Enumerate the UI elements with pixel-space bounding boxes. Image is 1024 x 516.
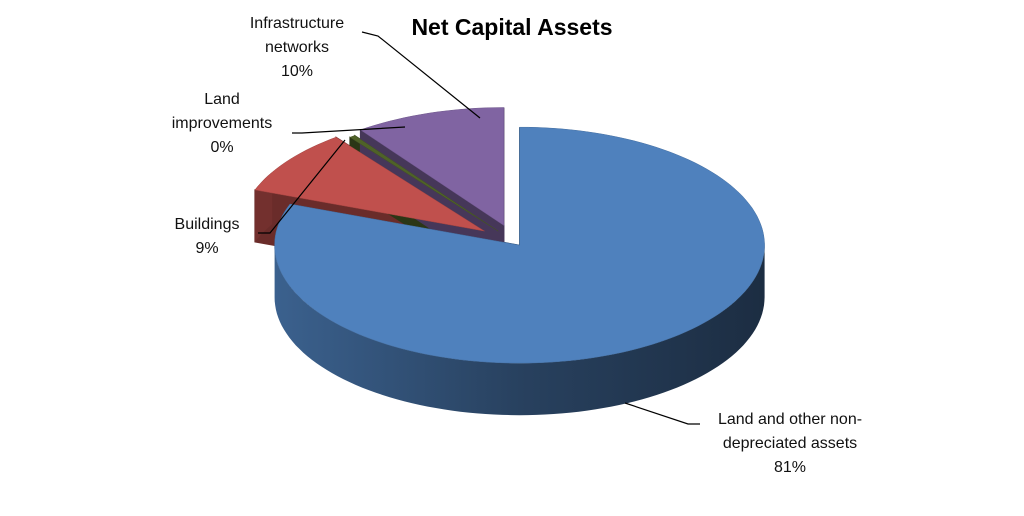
- data-label: Land improvements 0%: [152, 88, 292, 160]
- leader-line: [258, 139, 346, 234]
- leader-line: [361, 31, 481, 119]
- leader-line: [292, 126, 406, 134]
- percent-label: 0%: [210, 139, 234, 156]
- percent-label: 9%: [195, 240, 219, 257]
- slice: [359, 107, 505, 226]
- category-label: Land and other non-depreciated assets: [717, 411, 863, 452]
- data-label: Buildings 9%: [152, 213, 262, 261]
- data-label: Infrastructure networks 10%: [227, 12, 367, 84]
- slice-side: [274, 245, 765, 416]
- slice: [254, 136, 485, 232]
- percent-label: 10%: [280, 63, 314, 80]
- leader-line: [624, 402, 700, 425]
- data-label: Land and other non-depreciated assets 81%: [685, 408, 895, 480]
- category-label: Land improvements: [171, 91, 273, 132]
- slice: [349, 135, 499, 232]
- chart-title: Net Capital Assets: [411, 14, 613, 40]
- category-label: Buildings: [174, 216, 240, 233]
- slice: [274, 126, 765, 364]
- category-label: Infrastructure networks: [249, 15, 345, 56]
- percent-label: 81%: [773, 459, 807, 476]
